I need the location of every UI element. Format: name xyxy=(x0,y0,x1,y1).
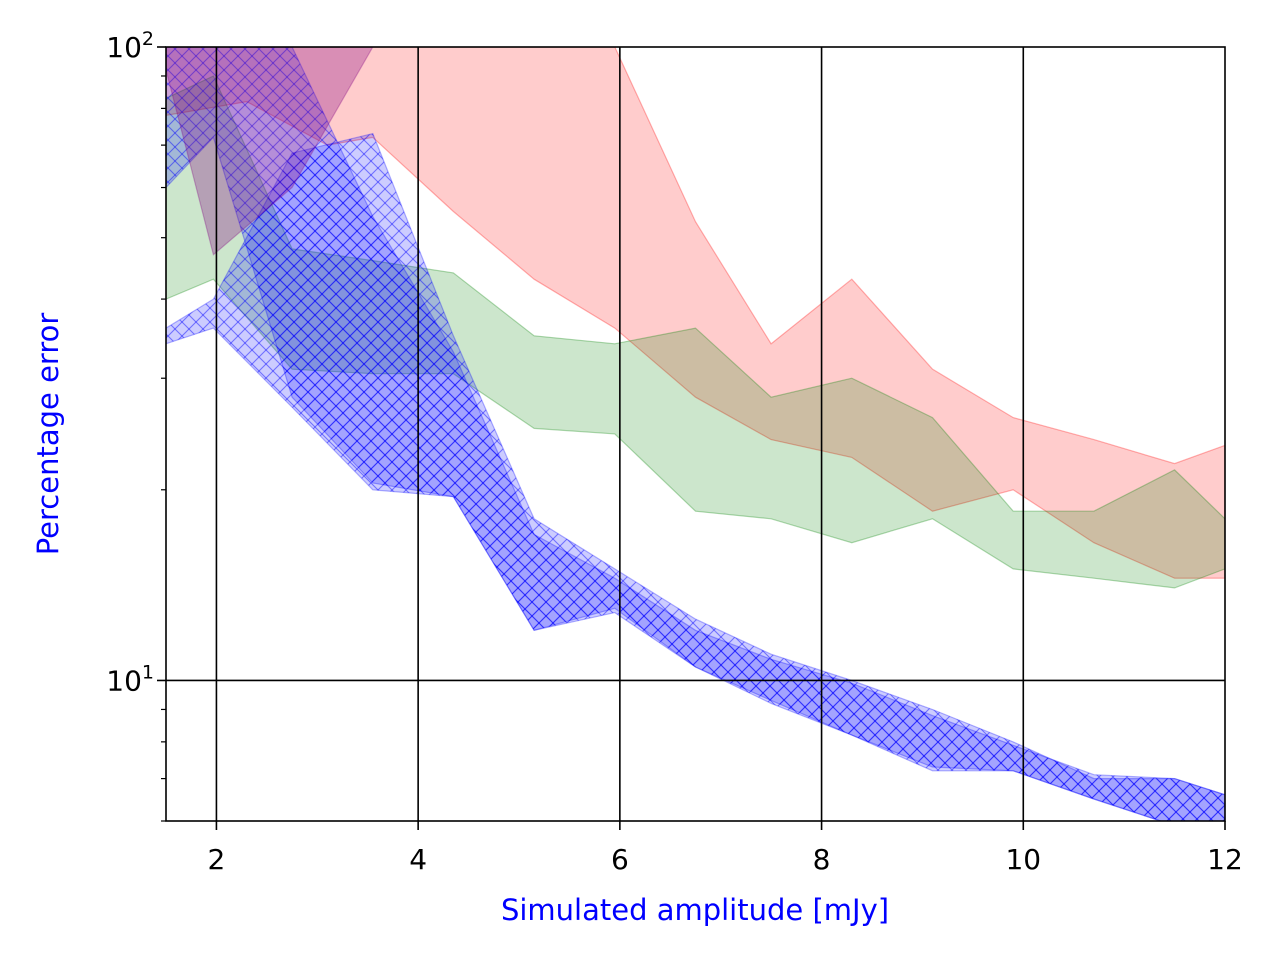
x-tick-label-4: 4 xyxy=(409,843,427,876)
band-purple-band xyxy=(166,47,374,256)
band-red-band xyxy=(166,47,1225,579)
x-tick-label-6: 6 xyxy=(611,843,629,876)
band-hatch-blue-band-upper xyxy=(166,47,1225,821)
grid-layer xyxy=(166,47,1225,821)
x-tick-label-8: 8 xyxy=(813,843,831,876)
y-tick-exponent: 1 xyxy=(142,661,154,683)
y-tick-label-10: 101 xyxy=(106,661,154,697)
x-axis-label: Simulated amplitude [mJy] xyxy=(501,893,889,927)
y-tick-exponent: 2 xyxy=(142,28,154,50)
bands-layer xyxy=(166,47,1225,821)
y-axis-label: Percentage error xyxy=(31,313,65,556)
x-tick-label-12: 12 xyxy=(1207,843,1243,876)
x-tick-label-2: 2 xyxy=(208,843,226,876)
plot-frame xyxy=(165,46,1226,822)
y-tick-label-100: 102 xyxy=(106,28,154,64)
x-tick-label-10: 10 xyxy=(1005,843,1041,876)
band-hatch-blue-band-lower xyxy=(166,133,1225,821)
